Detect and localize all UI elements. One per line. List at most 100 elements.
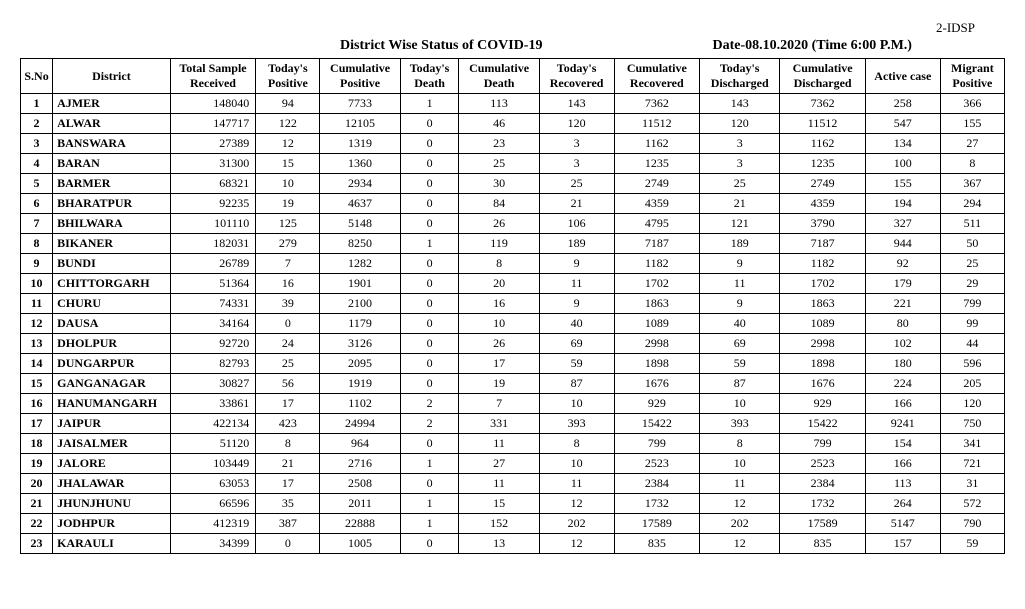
- cell-tp: 94: [256, 94, 320, 114]
- cell-ac: 180: [865, 354, 940, 374]
- cell-cp: 1102: [320, 394, 400, 414]
- cell-district: BARAN: [53, 154, 171, 174]
- cell-td: 1: [400, 454, 459, 474]
- cell-cds: 2523: [780, 454, 866, 474]
- cell-sn: 11: [21, 294, 53, 314]
- cell-cds: 1676: [780, 374, 866, 394]
- cell-cds: 1162: [780, 134, 866, 154]
- cell-sample: 26789: [170, 254, 256, 274]
- cell-tds: 10: [700, 394, 780, 414]
- cell-cd: 27: [459, 454, 539, 474]
- table-row: 12DAUSA34164011790104010894010898099: [21, 314, 1005, 334]
- cell-tp: 387: [256, 514, 320, 534]
- cell-cd: 7: [459, 394, 539, 414]
- cell-tr: 87: [539, 374, 614, 394]
- cell-district: JHUNJHUNU: [53, 494, 171, 514]
- cell-district: BARMER: [53, 174, 171, 194]
- cell-ac: 264: [865, 494, 940, 514]
- cell-cr: 1182: [614, 254, 700, 274]
- cell-cr: 2523: [614, 454, 700, 474]
- cell-cp: 7733: [320, 94, 400, 114]
- cell-cp: 1901: [320, 274, 400, 294]
- cell-ac: 92: [865, 254, 940, 274]
- cell-cp: 1319: [320, 134, 400, 154]
- cell-td: 1: [400, 94, 459, 114]
- cell-tds: 189: [700, 234, 780, 254]
- cell-tp: 15: [256, 154, 320, 174]
- cell-sample: 66596: [170, 494, 256, 514]
- cell-cr: 799: [614, 434, 700, 454]
- cell-cr: 1162: [614, 134, 700, 154]
- cell-mp: 59: [940, 534, 1004, 554]
- cell-ac: 221: [865, 294, 940, 314]
- cell-td: 2: [400, 394, 459, 414]
- cell-tp: 17: [256, 394, 320, 414]
- cell-td: 0: [400, 114, 459, 134]
- cell-cd: 25: [459, 154, 539, 174]
- cell-district: BHARATPUR: [53, 194, 171, 214]
- cell-cr: 1863: [614, 294, 700, 314]
- cell-cp: 4637: [320, 194, 400, 214]
- cell-mp: 367: [940, 174, 1004, 194]
- cell-cp: 24994: [320, 414, 400, 434]
- cell-district: CHITTORGARH: [53, 274, 171, 294]
- cell-tr: 189: [539, 234, 614, 254]
- col-cumulative-death: Cumulative Death: [459, 59, 539, 94]
- col-migrant-positive: Migrant Positive: [940, 59, 1004, 94]
- cell-cds: 1182: [780, 254, 866, 274]
- cell-cds: 1702: [780, 274, 866, 294]
- table-row: 1AJMER1480409477331113143736214373622583…: [21, 94, 1005, 114]
- cell-cds: 799: [780, 434, 866, 454]
- cell-cd: 331: [459, 414, 539, 434]
- cell-tr: 106: [539, 214, 614, 234]
- cell-sn: 12: [21, 314, 53, 334]
- cell-sample: 68321: [170, 174, 256, 194]
- cell-district: ALWAR: [53, 114, 171, 134]
- cell-ac: 134: [865, 134, 940, 154]
- cell-sample: 103449: [170, 454, 256, 474]
- cell-district: JALORE: [53, 454, 171, 474]
- cell-td: 0: [400, 434, 459, 454]
- cell-td: 0: [400, 174, 459, 194]
- cell-td: 1: [400, 234, 459, 254]
- cell-cr: 1898: [614, 354, 700, 374]
- cell-cd: 20: [459, 274, 539, 294]
- cell-sn: 7: [21, 214, 53, 234]
- cell-tds: 21: [700, 194, 780, 214]
- cell-ac: 102: [865, 334, 940, 354]
- cell-mp: 294: [940, 194, 1004, 214]
- col-todays-discharged: Today's Discharged: [700, 59, 780, 94]
- cell-ac: 194: [865, 194, 940, 214]
- cell-sn: 8: [21, 234, 53, 254]
- cell-tp: 279: [256, 234, 320, 254]
- cell-cr: 2749: [614, 174, 700, 194]
- cell-mp: 155: [940, 114, 1004, 134]
- cell-cp: 964: [320, 434, 400, 454]
- cell-district: JODHPUR: [53, 514, 171, 534]
- cell-sn: 18: [21, 434, 53, 454]
- table-row: 9BUNDI26789712820891182911829225: [21, 254, 1005, 274]
- cell-sn: 3: [21, 134, 53, 154]
- cell-ac: 100: [865, 154, 940, 174]
- cell-tds: 11: [700, 474, 780, 494]
- cell-cp: 3126: [320, 334, 400, 354]
- cell-mp: 721: [940, 454, 1004, 474]
- cell-ac: 327: [865, 214, 940, 234]
- cell-sample: 30827: [170, 374, 256, 394]
- cell-sn: 16: [21, 394, 53, 414]
- cell-cr: 1732: [614, 494, 700, 514]
- table-body: 1AJMER1480409477331113143736214373622583…: [21, 94, 1005, 554]
- cell-tds: 11: [700, 274, 780, 294]
- cell-tds: 9: [700, 294, 780, 314]
- cell-sample: 92235: [170, 194, 256, 214]
- cell-td: 0: [400, 474, 459, 494]
- cell-tds: 87: [700, 374, 780, 394]
- cell-tds: 121: [700, 214, 780, 234]
- cell-district: CHURU: [53, 294, 171, 314]
- cell-mp: 29: [940, 274, 1004, 294]
- cell-cp: 2100: [320, 294, 400, 314]
- cell-ac: 154: [865, 434, 940, 454]
- cell-district: AJMER: [53, 94, 171, 114]
- cell-ac: 166: [865, 394, 940, 414]
- cell-td: 0: [400, 274, 459, 294]
